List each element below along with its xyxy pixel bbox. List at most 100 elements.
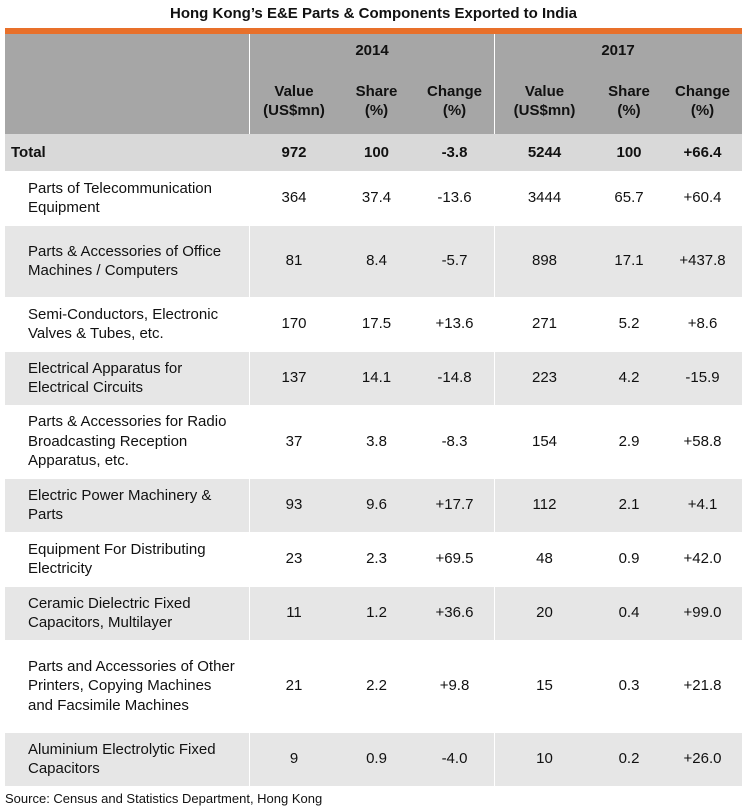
data-cell: -8.3 <box>441 432 468 450</box>
data-cell: +8.6 <box>687 315 718 333</box>
data-cell: 3.8 <box>366 432 387 450</box>
data-cell: 17.5 <box>361 315 392 333</box>
data-cell: +4.1 <box>687 496 718 514</box>
column-divider <box>494 297 495 351</box>
data-cell: 2.9 <box>618 432 640 450</box>
data-cell: 4.2 <box>618 369 640 387</box>
data-cell: 0.9 <box>366 750 387 768</box>
column-divider <box>249 532 250 586</box>
data-cell: 8.4 <box>366 252 387 270</box>
header-divider <box>249 34 250 134</box>
data-cell: 65.7 <box>614 189 644 207</box>
table-row: Aluminium Electrolytic Fixed Capacitors 9… <box>5 732 742 786</box>
data-cell: +9.8 <box>439 677 470 695</box>
data-cell: 2.1 <box>618 496 640 514</box>
data-cell: 81 <box>285 252 303 270</box>
data-cell: 0.2 <box>618 750 640 768</box>
row-divider <box>5 351 742 352</box>
data-cell: -5.7 <box>441 252 468 270</box>
data-cell: 10 <box>536 750 553 768</box>
data-cell: 271 <box>531 315 558 333</box>
data-cell: 137 <box>281 369 307 387</box>
row-label: Aluminium Electrolytic Fixed Capacitors <box>28 740 216 778</box>
data-cell: +60.4 <box>683 189 722 207</box>
row-label: Electrical Apparatus for Electrical Circ… <box>28 359 183 397</box>
table-row: Equipment For Distributing Electricity 23… <box>5 532 742 586</box>
table-row: Parts & Accessories of Office Machines /… <box>5 225 742 297</box>
row-label: Parts and Accessories of Other Printers,… <box>28 657 235 714</box>
table-row: Parts of Telecommunication Equipment 364 3… <box>5 171 742 225</box>
data-cell: 21 <box>285 677 303 695</box>
data-cell: 11 <box>286 604 302 622</box>
data-cell: +99.0 <box>683 604 722 622</box>
data-cell: 15 <box>536 677 553 695</box>
data-cell: 898 <box>531 252 558 270</box>
total-value: +66.4 <box>683 143 722 161</box>
row-label: Semi-Conductors, Electronic Valves & Tub… <box>28 305 219 343</box>
data-cell: 14.1 <box>361 369 392 387</box>
column-divider <box>494 640 495 732</box>
column-divider <box>249 640 250 732</box>
data-cell: 3444 <box>527 189 562 207</box>
column-header: Change (%) <box>427 82 483 120</box>
data-cell: 9.6 <box>366 496 387 514</box>
column-divider <box>249 351 250 405</box>
total-value: -3.8 <box>441 143 468 161</box>
data-cell: +42.0 <box>683 550 722 568</box>
column-divider <box>494 478 495 532</box>
column-divider <box>494 586 495 640</box>
data-cell: -13.6 <box>437 189 472 207</box>
row-label: Total <box>11 143 46 161</box>
data-cell: +26.0 <box>683 750 722 768</box>
column-divider <box>494 225 495 297</box>
data-cell: 17.1 <box>614 252 644 270</box>
total-value: 5244 <box>527 143 562 161</box>
column-divider <box>494 171 495 225</box>
data-cell: 5.2 <box>618 315 640 333</box>
data-cell: 154 <box>531 432 558 450</box>
table-row: Electric Power Machinery & Parts 93 9.6 +17… <box>5 478 742 532</box>
row-divider <box>5 297 742 298</box>
table-row: Electrical Apparatus for Electrical Circ… <box>5 351 742 405</box>
year-divider <box>494 34 495 134</box>
table-row: Semi-Conductors, Electronic Valves & Tub… <box>5 297 742 351</box>
row-label: Parts of Telecommunication Equipment <box>28 179 212 217</box>
data-cell: -4.0 <box>441 750 468 768</box>
total-value: 100 <box>616 143 642 161</box>
data-cell: 223 <box>531 369 558 387</box>
row-label: Ceramic Dielectric Fixed Capacitors, Mul… <box>28 594 191 632</box>
total-value: 100 <box>363 143 390 161</box>
data-cell: 48 <box>536 550 553 568</box>
data-cell: 37.4 <box>361 189 392 207</box>
data-cell: +58.8 <box>683 432 722 450</box>
data-cell: +69.5 <box>435 550 474 568</box>
column-divider <box>494 405 495 478</box>
year-header: 2014 <box>355 42 389 60</box>
column-header: Value (US$mn) <box>263 82 325 120</box>
row-label: Equipment For Distributing Electricity <box>28 540 206 578</box>
data-cell: -15.9 <box>685 369 720 387</box>
row-divider <box>5 532 742 533</box>
row-divider <box>5 478 742 479</box>
row-divider <box>5 586 742 587</box>
data-cell: 23 <box>285 550 303 568</box>
table-row: Parts and Accessories of Other Printers,… <box>5 640 742 732</box>
column-divider <box>494 732 495 786</box>
table-title: Hong Kong’s E&E Parts & Components Expor… <box>170 5 577 22</box>
data-cell: 1.2 <box>366 604 387 622</box>
data-cell: 2.2 <box>366 677 387 695</box>
row-divider <box>5 640 742 641</box>
data-cell: 0.3 <box>618 677 640 695</box>
column-divider <box>249 225 250 297</box>
row-label: Parts & Accessories for Radio Broadcasti… <box>28 413 227 470</box>
row-divider <box>5 732 742 733</box>
column-divider <box>494 532 495 586</box>
data-cell: +36.6 <box>435 604 474 622</box>
data-cell: 37 <box>285 432 303 450</box>
table-row: Parts & Accessories for Radio Broadcasti… <box>5 405 742 478</box>
source-note: Source: Census and Statistics Department… <box>5 791 323 806</box>
data-cell: +437.8 <box>679 252 726 270</box>
row-divider <box>5 405 742 406</box>
column-header: Change (%) <box>675 82 731 120</box>
data-cell: 93 <box>285 496 303 514</box>
